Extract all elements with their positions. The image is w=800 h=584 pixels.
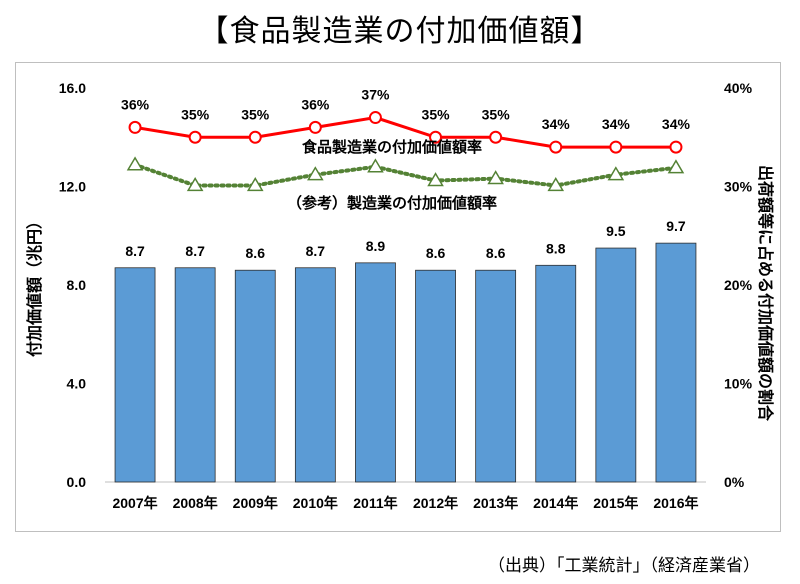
source-note: （出典）「工業統計」（経済産業省）: [488, 556, 760, 576]
x-tick-label: 2010年: [293, 495, 338, 511]
x-tick-label: 2016年: [653, 495, 698, 511]
bar: [174, 267, 216, 483]
series-line-food: [134, 116, 676, 149]
bar-data-label: 8.8: [546, 240, 566, 256]
line-data-label: 34%: [662, 116, 691, 132]
line-data-label: 35%: [482, 106, 511, 122]
line-data-label: 37%: [361, 87, 390, 103]
y-right-axis-title: 出荷額等に占める付加価値額の割合: [756, 165, 775, 422]
x-tick-label: 2015年: [593, 495, 638, 511]
x-tick-label: 2014年: [533, 495, 578, 511]
chart-title: 【食品製造業の付加価値額】: [198, 14, 602, 49]
bar: [655, 242, 697, 483]
x-tick-label: 2007年: [112, 495, 157, 511]
y-right-tick-label: 0%: [724, 474, 745, 490]
line-data-label: 36%: [121, 96, 150, 112]
triangle-marker: [607, 166, 625, 181]
bar: [355, 262, 396, 483]
y-right-tick-label: 30%: [724, 179, 753, 195]
y-right-tick-label: 10%: [724, 376, 753, 392]
circle-marker: [128, 120, 142, 134]
x-tick-label: 2008年: [173, 495, 218, 511]
bar: [415, 269, 456, 483]
bar-data-label: 8.9: [366, 238, 386, 254]
series-label-food: 食品製造業の付加価値額率: [302, 138, 482, 156]
x-tick-label: 2011年: [353, 495, 397, 511]
x-tick-label: 2009年: [233, 495, 278, 511]
y-right-tick-label: 20%: [724, 277, 753, 293]
circle-marker: [248, 130, 262, 144]
bar: [234, 269, 276, 483]
bar: [535, 264, 577, 483]
series-line-manufacturing: [133, 162, 678, 188]
bar-data-label: 8.6: [426, 245, 446, 261]
bar-data-label: 8.7: [306, 243, 326, 259]
bar-data-label: 8.6: [246, 245, 266, 261]
line-data-label: 34%: [542, 116, 571, 132]
triangle-marker: [547, 177, 565, 192]
line-data-label: 34%: [602, 116, 631, 132]
y-left-tick-label: 4.0: [67, 376, 87, 392]
circle-marker: [368, 111, 382, 125]
line-data-label: 36%: [301, 96, 330, 112]
y-right-tick-label: 40%: [724, 80, 753, 96]
bar: [595, 247, 637, 483]
x-tick-label: 2013年: [473, 495, 518, 511]
bar-data-label: 9.5: [606, 223, 626, 239]
triangle-marker: [186, 177, 204, 192]
bar: [475, 269, 517, 483]
y-left-tick-label: 8.0: [67, 277, 87, 293]
circle-marker: [669, 140, 683, 154]
circle-marker: [489, 130, 503, 144]
line-data-label: 35%: [241, 106, 270, 122]
bar: [114, 267, 156, 483]
bar-data-label: 9.7: [666, 218, 686, 234]
circle-marker: [429, 130, 443, 144]
bar-data-label: 8.7: [185, 243, 205, 259]
triangle-marker: [246, 177, 264, 192]
x-tick-label: 2012年: [413, 495, 458, 511]
circle-marker: [308, 120, 322, 134]
line-data-label: 35%: [422, 106, 451, 122]
y-left-tick-label: 12.0: [59, 179, 86, 195]
line-data-label: 35%: [181, 106, 210, 122]
triangle-marker: [487, 170, 504, 185]
triangle-marker: [427, 172, 444, 187]
y-left-tick-label: 16.0: [59, 80, 86, 96]
triangle-marker: [307, 166, 324, 181]
triangle-marker: [126, 156, 144, 171]
y-left-tick-label: 0.0: [67, 474, 87, 490]
bar-data-label: 8.6: [486, 245, 506, 261]
circle-marker: [609, 140, 623, 154]
bar: [294, 267, 336, 483]
triangle-marker: [367, 158, 384, 173]
circle-marker: [549, 140, 563, 154]
circle-marker: [188, 130, 202, 144]
y-left-axis-title: 付加価値額（兆円）: [25, 213, 44, 357]
bar-data-label: 8.7: [125, 243, 145, 259]
triangle-marker: [667, 159, 685, 174]
series-label-manufacturing: （参考）製造業の付加価値額率: [287, 194, 497, 212]
